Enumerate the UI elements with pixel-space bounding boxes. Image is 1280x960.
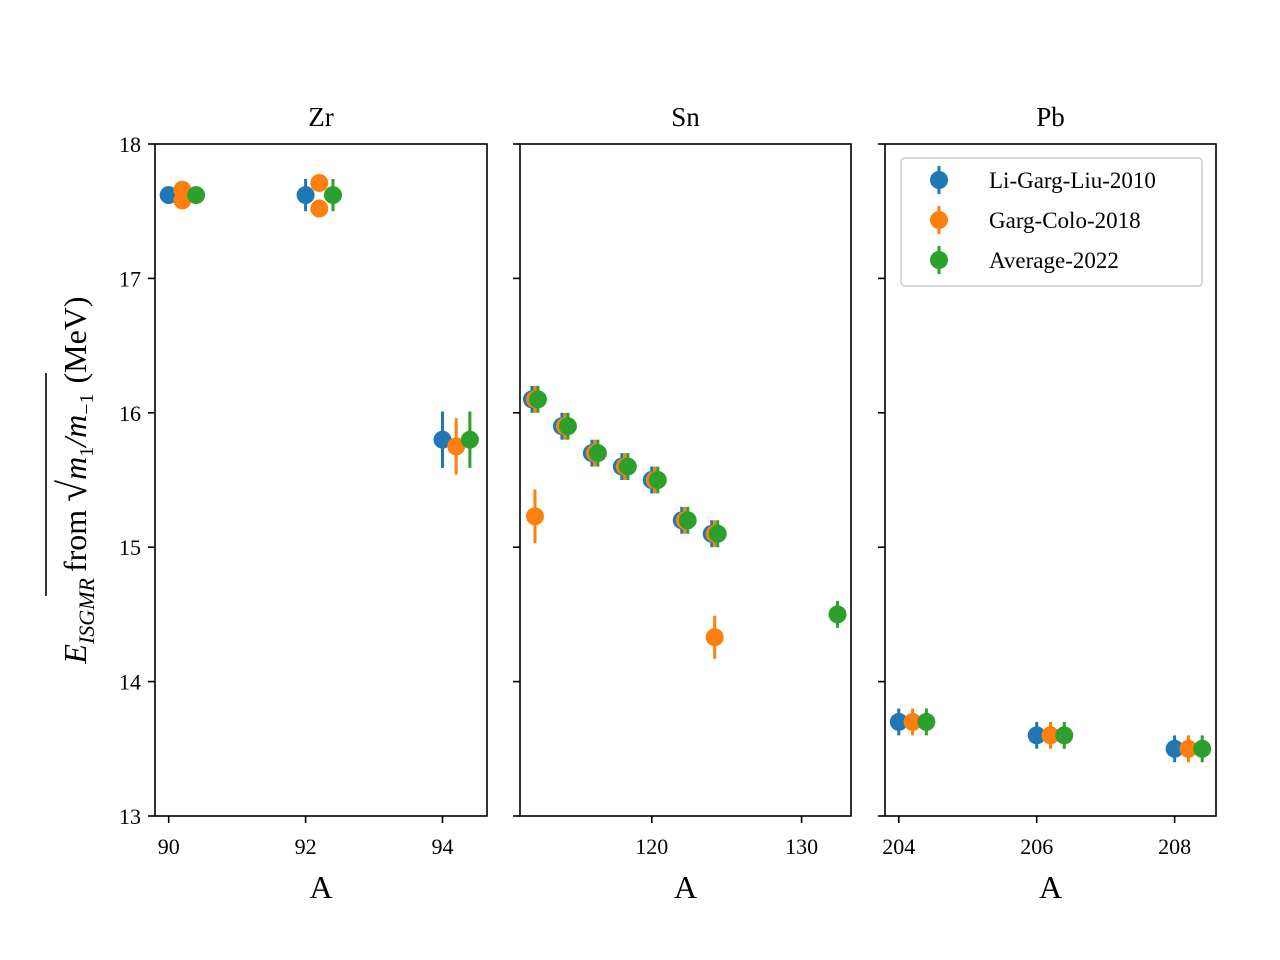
x-axis-label: A (674, 869, 697, 905)
x-tick-label: 204 (882, 834, 915, 859)
data-point (618, 457, 637, 476)
data-point (588, 444, 607, 463)
x-axis-label: A (1039, 869, 1062, 905)
x-tick-label: 90 (158, 834, 180, 859)
data-point (525, 507, 544, 526)
data-point (460, 430, 479, 449)
panel-pb: Pb A 204 206 208 (878, 102, 1217, 905)
x-tick-label: 130 (785, 834, 818, 859)
legend-label: Garg-Colo-2018 (989, 208, 1141, 233)
y-tick-label: 15 (119, 535, 141, 560)
sqrt-sign: √ (50, 480, 95, 502)
x-tick-label: 94 (432, 834, 454, 859)
x-axis-label: A (309, 869, 332, 905)
data-point (528, 390, 547, 409)
legend-marker (930, 251, 948, 269)
series-2 (187, 178, 479, 468)
ylabel-e: E (57, 644, 93, 665)
legend-label: Average-2022 (989, 248, 1119, 273)
data-point (159, 186, 178, 205)
legend-box (900, 157, 1203, 287)
x-tick-label: 208 (1158, 834, 1191, 859)
panel-zr: Zr A 13 14 15 16 17 18 90 92 94 (119, 102, 488, 905)
data-point (1165, 739, 1184, 758)
ylabel-m1: m (57, 457, 93, 480)
data-point (903, 712, 922, 731)
series-1 (173, 173, 466, 475)
data-point (1027, 726, 1046, 745)
ylabel-m2-sub: −1 (76, 394, 98, 415)
legend-marker (930, 211, 948, 229)
panel-title: Zr (308, 102, 333, 132)
series-0 (159, 178, 452, 468)
data-point (1041, 726, 1060, 745)
legend-marker (930, 171, 948, 189)
data-point (678, 511, 697, 530)
series-2 (528, 385, 847, 628)
series-2 (917, 708, 1212, 763)
ylabel-unit: (MeV) (57, 296, 93, 383)
x-tick-label: 120 (635, 834, 668, 859)
legend: Li-Garg-Liu-2010 Garg-Colo-2018 Average-20… (900, 157, 1203, 287)
ylabel-m1-sub: 1 (76, 447, 98, 457)
y-tick-label: 14 (119, 670, 141, 695)
data-point (1179, 739, 1198, 758)
ylabel-m2: m (57, 415, 93, 438)
ylabel-slash: / (57, 435, 93, 449)
axes-frame (154, 143, 488, 817)
data-point (187, 186, 206, 205)
data-point (889, 712, 908, 731)
data-point (648, 471, 667, 489)
panel-title: Sn (671, 102, 700, 132)
data-point (310, 199, 329, 218)
data-point (447, 437, 466, 456)
y-axis-label: EISGMRfrom√m1/m−1(MeV) (50, 296, 99, 664)
ylabel-from: from (57, 510, 93, 572)
axes-frame (519, 143, 852, 817)
y-tick-label: 17 (119, 266, 141, 291)
data-point (558, 417, 577, 436)
series-1 (903, 708, 1198, 763)
data-point (917, 712, 936, 731)
y-tick-label: 16 (119, 401, 141, 426)
data-point (1193, 739, 1212, 758)
ylabel-sub: ISGMR (74, 577, 99, 645)
x-tick-label: 206 (1020, 834, 1053, 859)
y-tick-label: 13 (119, 804, 141, 829)
panel-title: Pb (1036, 102, 1065, 132)
data-point (708, 524, 727, 543)
x-tick-label: 92 (295, 834, 317, 859)
data-point (310, 173, 329, 192)
data-point (173, 180, 192, 199)
data-point (828, 605, 847, 624)
legend-label: Li-Garg-Liu-2010 (989, 168, 1156, 193)
data-point (296, 186, 315, 205)
data-point (1055, 726, 1074, 745)
series-0 (889, 708, 1184, 763)
data-point (323, 186, 342, 205)
data-point (433, 430, 452, 449)
data-point (705, 628, 724, 647)
y-tick-label: 18 (119, 132, 141, 157)
axes-frame (884, 143, 1217, 817)
